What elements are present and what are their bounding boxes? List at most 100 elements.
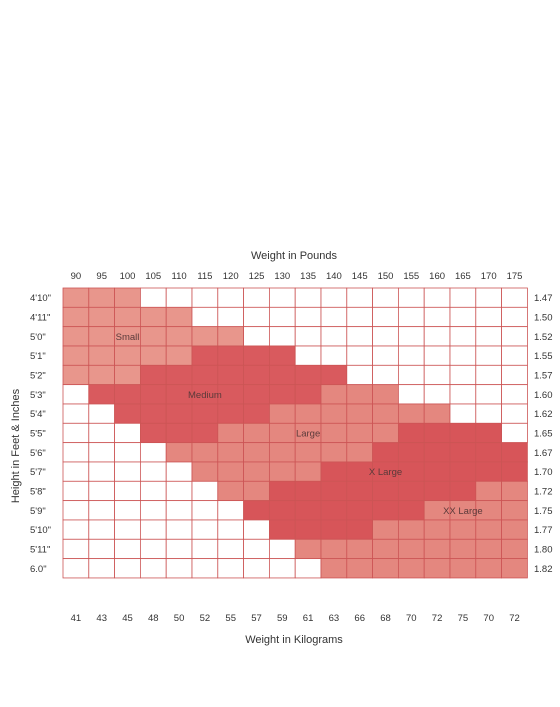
grid-cell <box>346 384 373 405</box>
grid-cell <box>372 326 399 347</box>
grid-cell <box>372 480 399 502</box>
height-meter-tick-label: 1.55 <box>534 351 553 362</box>
kilogram-tick-label: 66 <box>354 613 365 624</box>
grid-cell <box>165 538 193 560</box>
grid-cell <box>449 558 477 579</box>
kilogram-tick-label: 63 <box>329 613 340 624</box>
grid-cell <box>449 364 477 386</box>
kilogram-tick-label: 43 <box>96 613 107 624</box>
grid-cell <box>243 461 270 482</box>
grid-cell <box>243 326 270 347</box>
grid-cell <box>320 384 348 405</box>
kilogram-tick-label: 41 <box>71 613 82 624</box>
grid-cell <box>139 461 167 482</box>
grid-cell <box>217 519 245 540</box>
grid-cell <box>88 403 116 424</box>
grid-cell <box>397 500 425 521</box>
grid-cell <box>114 500 141 521</box>
grid-cell <box>243 558 270 579</box>
height-meter-tick-label: 1.75 <box>534 506 553 517</box>
grid-cell <box>243 345 270 366</box>
grid-cell <box>243 403 270 424</box>
grid-cell <box>397 442 425 463</box>
grid-cell <box>346 364 373 386</box>
grid-cell <box>475 558 502 579</box>
grid-cell <box>217 403 245 424</box>
grid-cell <box>114 403 141 424</box>
grid-cell <box>475 519 502 540</box>
grid-cell <box>449 326 477 347</box>
grid-cell <box>294 538 322 560</box>
grid-cell <box>165 500 193 521</box>
grid-cell <box>294 326 322 347</box>
grid-cell <box>372 538 399 560</box>
grid-cell <box>294 461 322 482</box>
grid-cell <box>217 480 245 502</box>
pound-tick-label: 140 <box>326 271 342 282</box>
grid-cell <box>346 558 373 579</box>
bottom-axis-title: Weight in Kilograms <box>245 634 343 646</box>
kilogram-tick-label: 57 <box>251 613 262 624</box>
grid-cell <box>372 558 399 579</box>
grid-cell <box>501 403 528 424</box>
grid-cell <box>346 442 373 463</box>
grid-cell <box>346 326 373 347</box>
grid-cell <box>268 538 296 560</box>
grid-cell <box>501 461 528 482</box>
grid-cell <box>217 345 245 366</box>
grid-cell <box>62 538 90 560</box>
grid-cell <box>88 364 116 386</box>
grid-cell <box>243 287 270 308</box>
grid-cell <box>320 500 348 521</box>
grid-cell <box>114 558 141 579</box>
grid-cell <box>397 422 425 444</box>
grid-cell <box>268 326 296 347</box>
grid-cell <box>243 422 270 444</box>
height-meter-tick-label: 1.77 <box>534 525 553 536</box>
height-feet-tick-labels: 4'10" 4'11" 5'0" 5'1" 5'2" 5'3" 5'4" 5'5" 5'6" 5'… <box>30 293 51 575</box>
grid-cell <box>191 519 219 540</box>
height-feet-tick-label: 5'4" <box>30 409 46 420</box>
size-labels: Small Medium Large X Large XX Large <box>116 332 483 517</box>
grid-cell <box>397 558 425 579</box>
grid-cell <box>165 422 193 444</box>
grid-cell <box>139 306 167 328</box>
grid-cell <box>88 422 116 444</box>
grid-cell <box>88 306 116 328</box>
grid-cell <box>449 287 477 308</box>
kilogram-tick-label: 48 <box>148 613 159 624</box>
grid-cell <box>346 287 373 308</box>
grid-cell <box>294 558 322 579</box>
grid-cell <box>191 442 219 463</box>
grid-cell <box>114 287 141 308</box>
grid-cell <box>139 422 167 444</box>
grid-cell <box>320 442 348 463</box>
height-feet-tick-label: 5'8" <box>30 486 46 497</box>
height-feet-tick-label: 5'10" <box>30 525 51 536</box>
grid-cell <box>475 306 502 328</box>
grid-cell <box>475 461 502 482</box>
pound-tick-label: 130 <box>274 271 290 282</box>
grid-cell <box>372 287 399 308</box>
grid-cell <box>217 364 245 386</box>
grid-cell <box>475 422 502 444</box>
grid-cell <box>165 364 193 386</box>
grid-cell <box>372 500 399 521</box>
grid-cell <box>397 287 425 308</box>
grid-cell <box>114 442 141 463</box>
grid-cell <box>372 442 399 463</box>
height-meter-tick-label: 1.50 <box>534 313 553 324</box>
grid-cell <box>475 480 502 502</box>
grid-cell <box>191 480 219 502</box>
grid-cell <box>217 422 245 444</box>
grid-cell <box>114 461 141 482</box>
grid-cell <box>243 306 270 328</box>
grid-cell <box>501 480 528 502</box>
grid-cell <box>88 461 116 482</box>
grid-cell <box>139 558 167 579</box>
pound-tick-label: 115 <box>197 271 212 282</box>
grid-cell <box>88 345 116 366</box>
grid-cell <box>320 538 348 560</box>
grid-cell <box>294 403 322 424</box>
grid-cell <box>268 480 296 502</box>
